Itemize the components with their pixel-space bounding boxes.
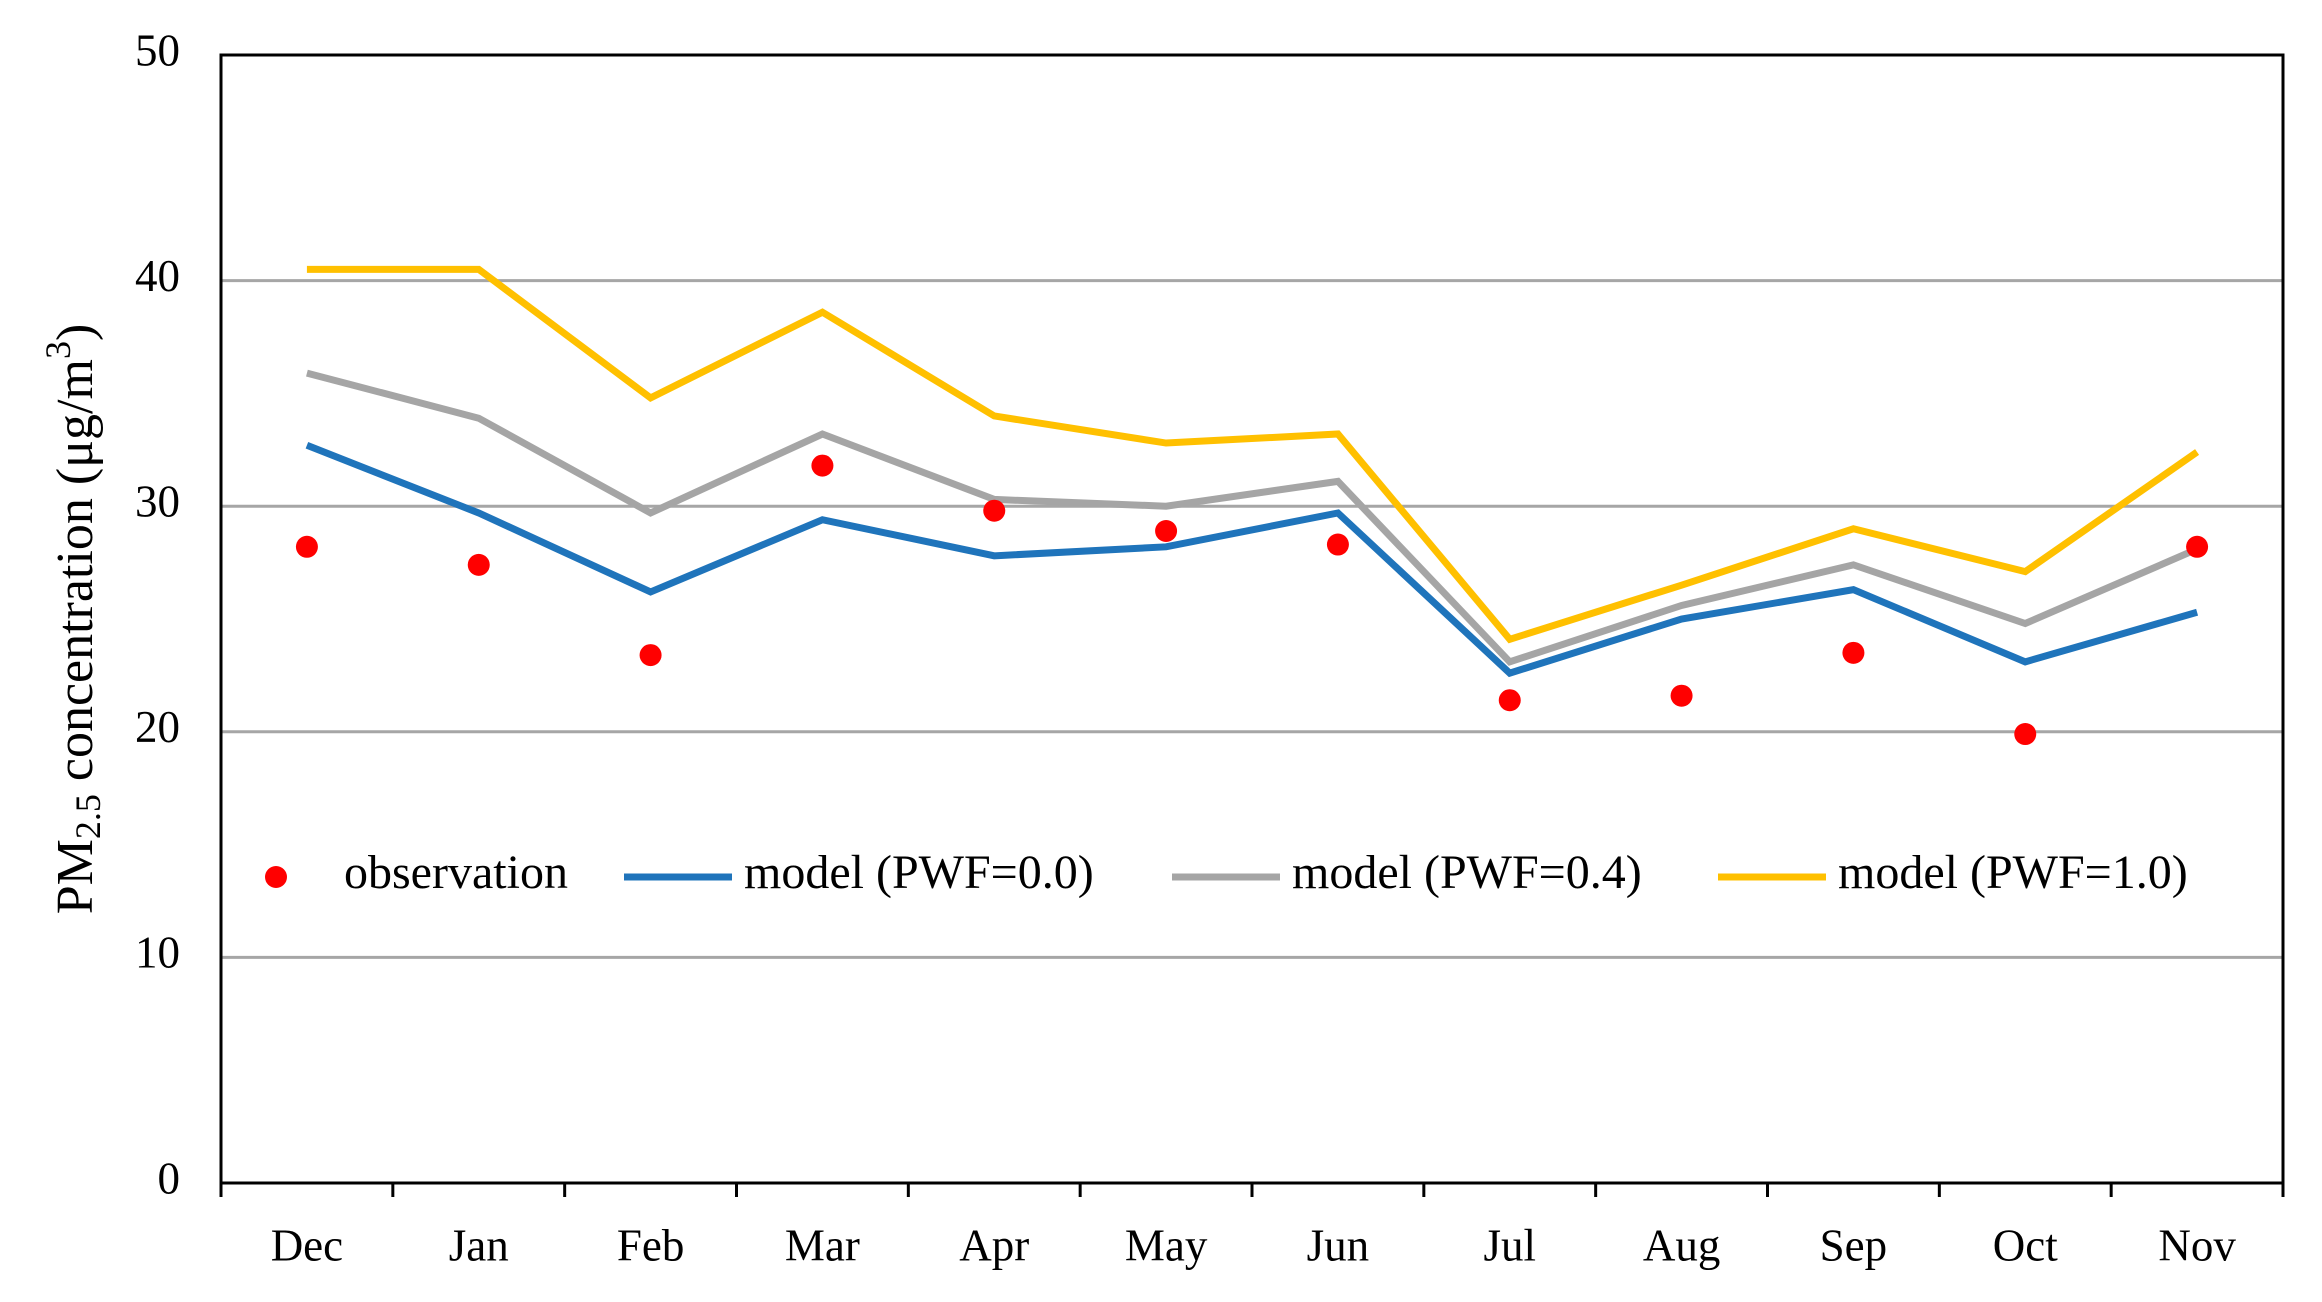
y-label-part: )	[47, 324, 104, 341]
y-tick-label: 10	[135, 928, 180, 978]
y-axis-label: PM2.5 concentration (μg/m3)	[38, 324, 108, 915]
x-tick-label: Apr	[959, 1220, 1029, 1270]
x-tick-label: Jun	[1307, 1220, 1370, 1270]
y-tick-label: 0	[158, 1153, 181, 1203]
legend-label: observation	[344, 846, 568, 899]
legend-label: model (PWF=0.0)	[744, 846, 1094, 899]
x-tick-label: Sep	[1820, 1220, 1888, 1270]
x-tick-label: Jul	[1483, 1220, 1536, 1270]
x-tick-label: Feb	[617, 1220, 685, 1270]
observation-point	[1326, 533, 1349, 556]
y-label-part: 3	[38, 341, 78, 359]
observation-point	[1842, 641, 1865, 664]
x-tick-label: Jan	[449, 1220, 509, 1270]
observation-point	[1498, 689, 1521, 712]
observation-point	[295, 535, 318, 558]
legend-marker	[265, 866, 287, 888]
observation-point	[467, 553, 490, 576]
y-label-part: 2.5	[68, 794, 108, 839]
observation-point	[1670, 684, 1693, 707]
x-tick-label: Nov	[2158, 1220, 2236, 1270]
observation-point	[639, 644, 662, 667]
x-tick-label: Mar	[785, 1220, 860, 1270]
y-tick-label: 30	[135, 477, 180, 527]
observation-point	[2014, 723, 2037, 746]
y-tick-label: 20	[135, 702, 180, 752]
x-tick-label: Dec	[271, 1220, 343, 1270]
observation-point	[811, 454, 834, 477]
y-label-part: concentration (μg/m	[47, 359, 104, 794]
legend-label: model (PWF=1.0)	[1838, 846, 2188, 899]
x-tick-label: May	[1125, 1220, 1208, 1270]
observation-point	[983, 499, 1006, 522]
x-tick-label: Oct	[1993, 1220, 2058, 1270]
x-tick-label: Aug	[1643, 1220, 1721, 1270]
series-line	[305, 442, 2199, 678]
y-tick-label: 40	[135, 251, 180, 301]
plot-frame	[219, 53, 2285, 1185]
observation-point	[2186, 535, 2209, 558]
series-line	[306, 265, 2200, 644]
series-line	[306, 369, 2199, 666]
y-tick-label: 50	[135, 25, 180, 75]
legend-label: model (PWF=0.4)	[1292, 846, 1642, 899]
observation-point	[1155, 520, 1178, 543]
y-label-part: PM	[47, 839, 104, 914]
